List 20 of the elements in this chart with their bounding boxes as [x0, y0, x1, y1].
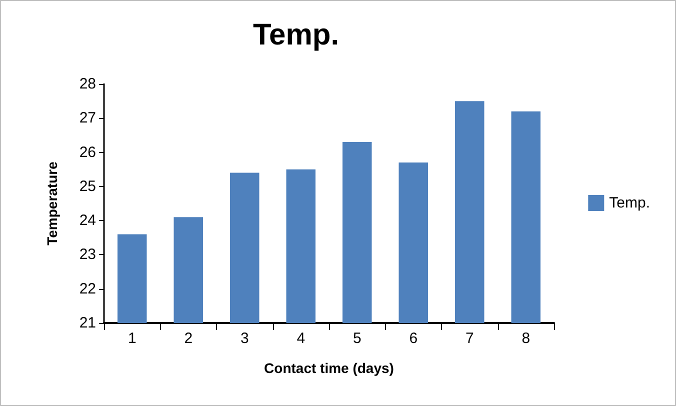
- x-tick-label: 6: [409, 330, 418, 347]
- x-tick-label: 8: [522, 330, 530, 347]
- y-tick-label: 27: [79, 110, 96, 127]
- legend-label: Temp.: [609, 194, 650, 212]
- y-axis-title: Temperature: [44, 161, 60, 246]
- y-tick-label: 24: [79, 212, 96, 230]
- x-axis-title: Contact time (days): [264, 360, 394, 376]
- y-tick-label: 28: [79, 76, 96, 92]
- y-tick-label: 22: [79, 280, 96, 298]
- x-tick-label: 7: [465, 330, 474, 347]
- x-tick-label: 3: [240, 330, 249, 347]
- x-tick-label: 1: [128, 330, 136, 347]
- y-tick-label: 23: [79, 246, 96, 264]
- x-tick-label: 4: [296, 330, 306, 347]
- x-tick-label: 5: [352, 330, 362, 347]
- x-tick-label: 2: [184, 330, 193, 347]
- y-tick-label: 25: [79, 178, 96, 195]
- y-tick-label: 26: [79, 144, 96, 161]
- y-tick-label: 21: [79, 314, 96, 332]
- chart-title: Temp.: [252, 18, 340, 52]
